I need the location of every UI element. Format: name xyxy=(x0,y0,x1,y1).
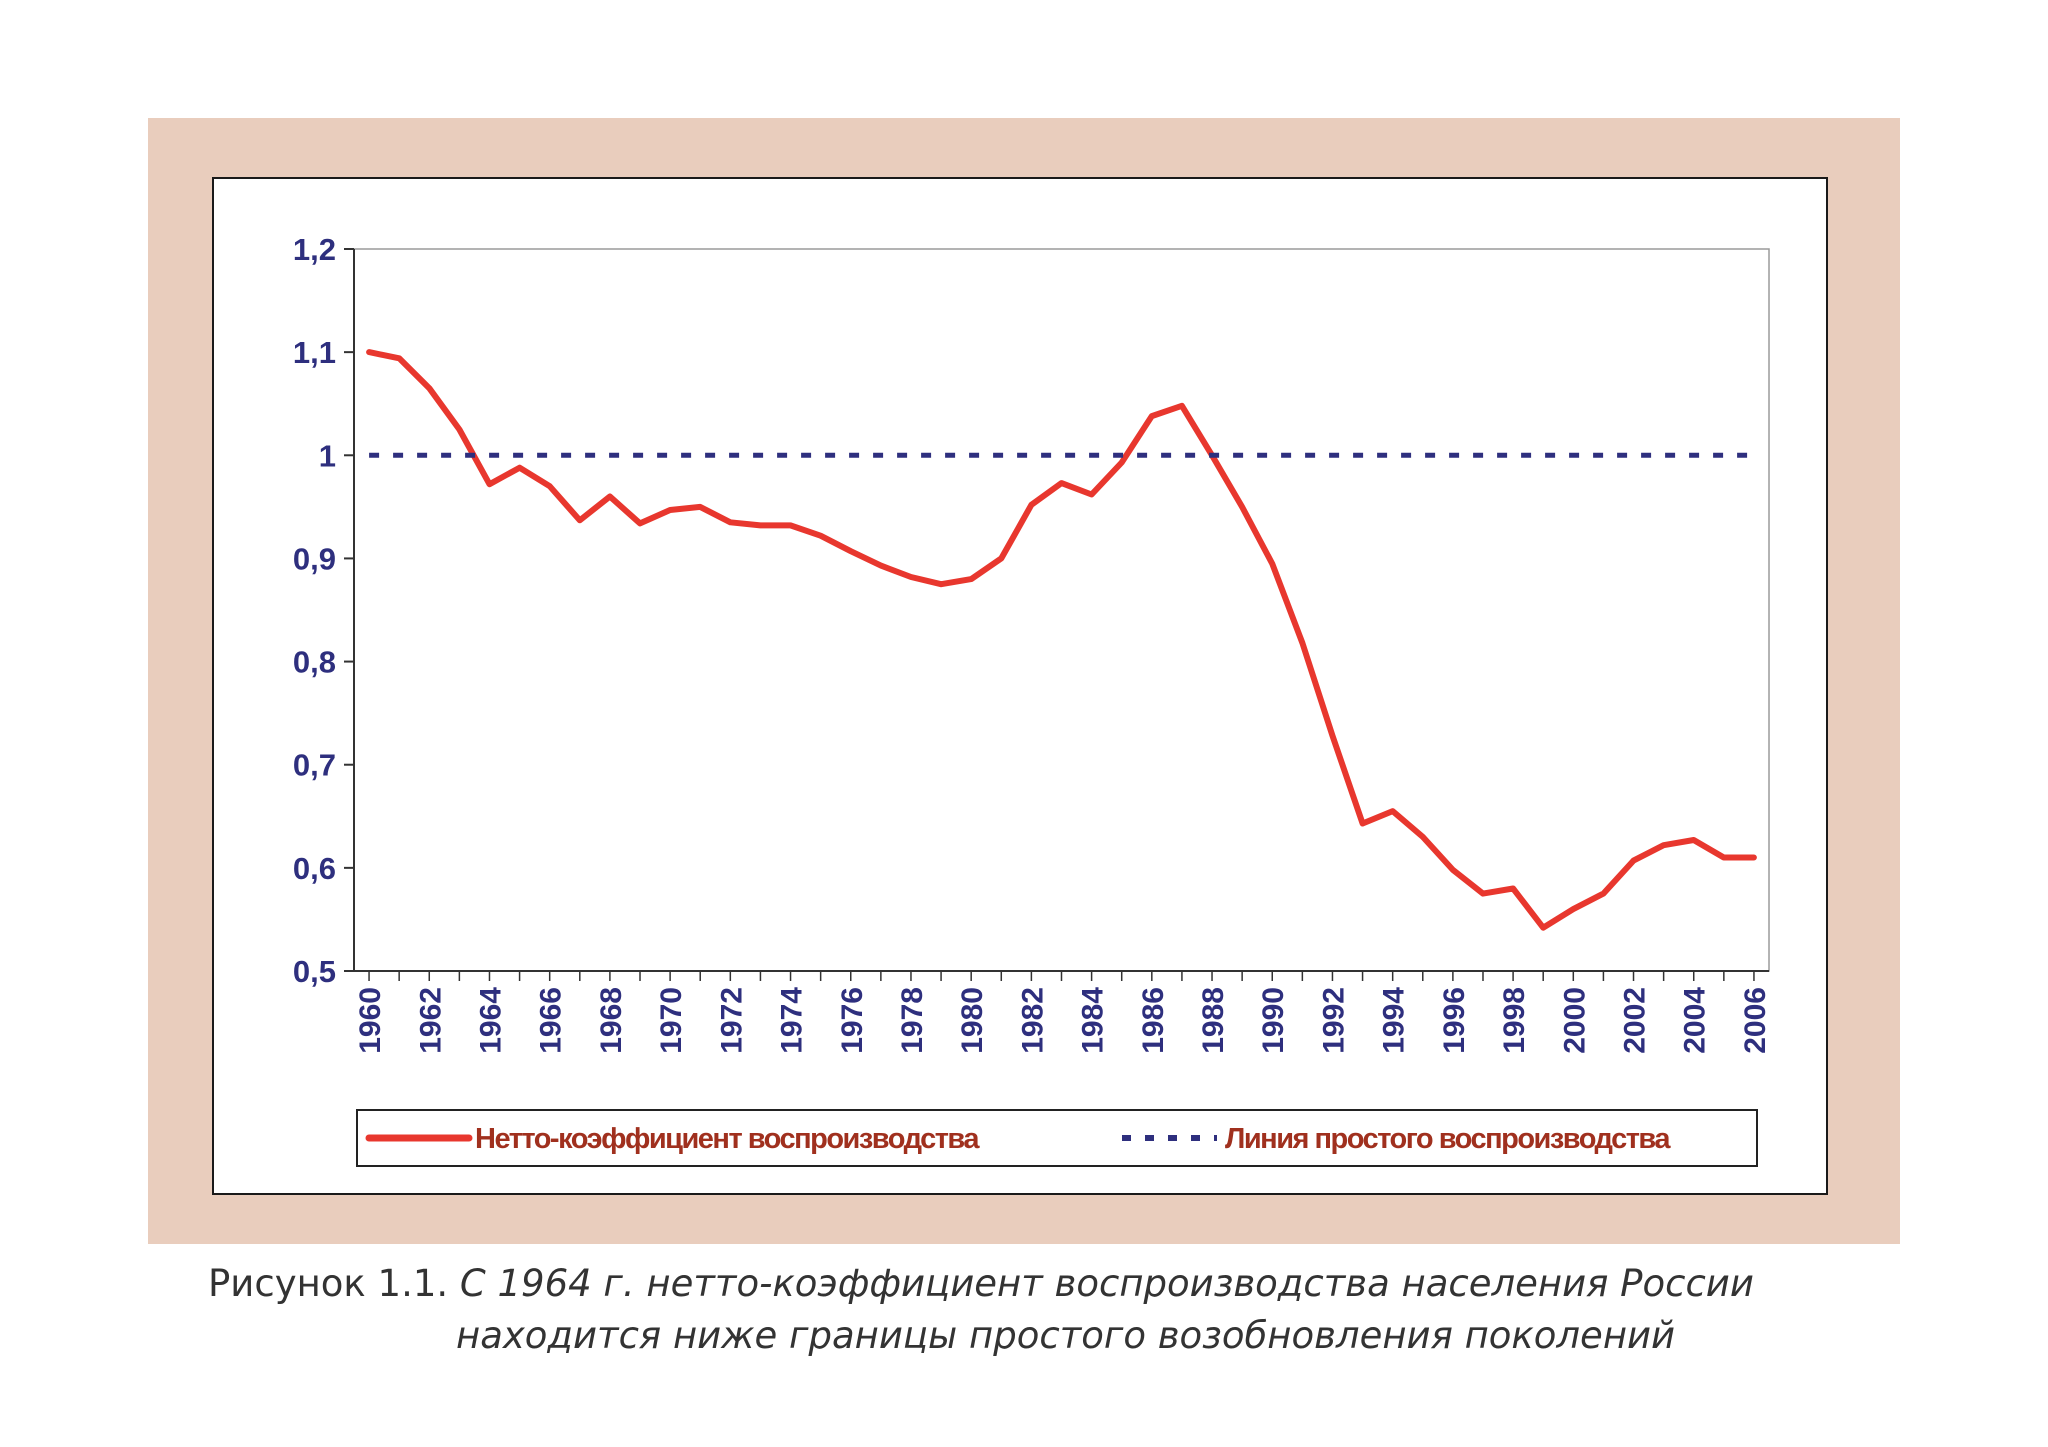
legend-label-netto: Нетто-коэффициент воспроизводства xyxy=(475,1123,980,1155)
x-tick-label: 1960 xyxy=(354,987,387,1054)
series-line-netto xyxy=(366,349,1757,931)
x-tick-label: 1978 xyxy=(896,987,929,1054)
x-tick-label: 1976 xyxy=(836,987,869,1054)
x-tick-label: 2000 xyxy=(1558,987,1591,1054)
caption-prefix: Рисунок 1.1. xyxy=(208,1262,460,1305)
x-tick-label: 1998 xyxy=(1498,987,1531,1054)
x-tick-label: 2006 xyxy=(1739,987,1772,1054)
y-tick-label: 0,8 xyxy=(293,645,336,680)
x-tick-label: 1964 xyxy=(474,987,507,1054)
legend-label-simple-reproduction: Линия простого воспроизводства xyxy=(1225,1123,1671,1155)
y-tick-label: 1,2 xyxy=(293,232,336,267)
x-tick-label: 1992 xyxy=(1317,987,1350,1054)
y-tick-label: 0,5 xyxy=(293,954,336,989)
x-tick-label: 1966 xyxy=(535,987,568,1054)
y-tick-label: 1 xyxy=(319,438,336,473)
figure-caption: Рисунок 1.1. С 1964 г. нетто-коэффициент… xyxy=(208,1258,1908,1362)
y-tick-label: 0,6 xyxy=(293,851,336,886)
y-tick-label: 1,1 xyxy=(293,335,336,370)
x-tick-label: 1972 xyxy=(715,987,748,1054)
y-tick-label: 0,9 xyxy=(293,541,336,576)
x-tick-label: 1986 xyxy=(1137,987,1170,1054)
chart-box: 0,5 0,6 0,7 0,8 0,9 1 1,1 1,2 1960 1962 1964 1966 19… xyxy=(212,177,1828,1195)
plot-area xyxy=(353,248,1770,972)
x-tick-label: 1984 xyxy=(1077,987,1110,1054)
x-tick-label: 1988 xyxy=(1197,987,1230,1054)
x-tick-label: 2004 xyxy=(1679,987,1712,1054)
caption-line-2: находится ниже границы простого возобнов… xyxy=(456,1314,1676,1357)
x-tick-label: 1994 xyxy=(1378,987,1411,1054)
x-tick-label: 2002 xyxy=(1619,987,1652,1054)
y-tick-label: 0,7 xyxy=(293,748,336,783)
x-tick-label: 1970 xyxy=(655,987,688,1054)
legend-box xyxy=(356,1109,1758,1167)
x-tick-label: 1962 xyxy=(414,987,447,1054)
line-chart: 0,5 0,6 0,7 0,8 0,9 1 1,1 1,2 1960 1962 1964 1966 19… xyxy=(293,232,1772,1167)
x-tick-label: 1980 xyxy=(956,987,989,1054)
x-tick-label: 1968 xyxy=(595,987,628,1054)
x-tick-label: 1982 xyxy=(1016,987,1049,1054)
x-tick-label: 1990 xyxy=(1257,987,1290,1054)
x-tick-label: 1974 xyxy=(776,987,809,1054)
x-tick-label: 1996 xyxy=(1438,987,1471,1054)
caption-line-1: С 1964 г. нетто-коэффициент воспроизводс… xyxy=(459,1262,1754,1305)
